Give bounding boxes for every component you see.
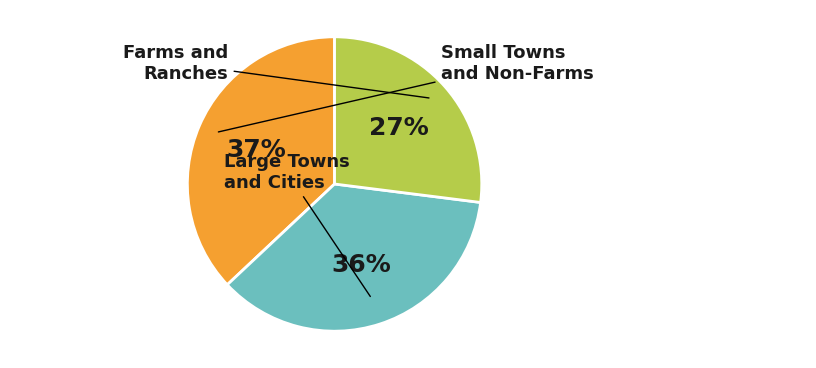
Wedge shape [188, 37, 335, 285]
Text: 27%: 27% [369, 116, 428, 139]
Text: Small Towns
and Non-Farms: Small Towns and Non-Farms [219, 44, 593, 132]
Text: 37%: 37% [226, 138, 286, 162]
Text: Large Towns
and Cities: Large Towns and Cities [224, 153, 370, 297]
Wedge shape [227, 184, 481, 331]
Text: Farms and
Ranches: Farms and Ranches [123, 44, 429, 98]
Text: 36%: 36% [331, 253, 391, 277]
Wedge shape [335, 37, 481, 202]
